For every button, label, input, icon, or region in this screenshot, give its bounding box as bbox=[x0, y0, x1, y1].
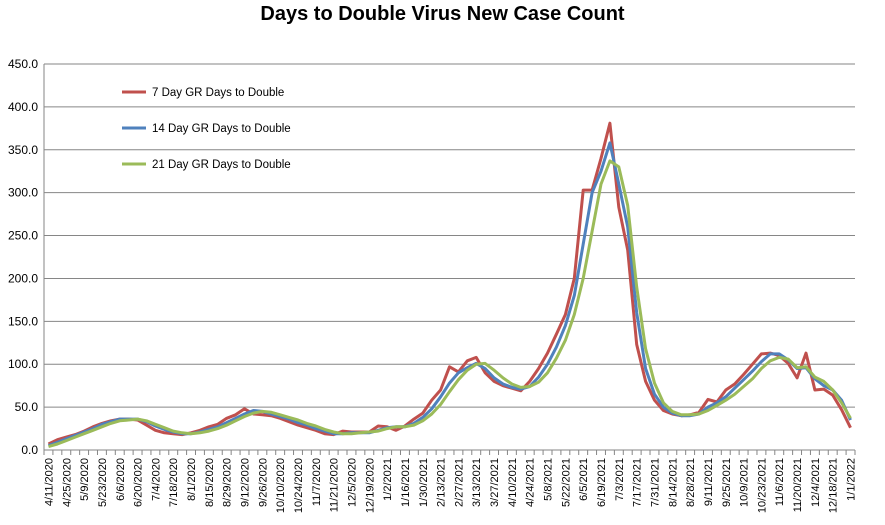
x-tick-label: 1/16/2021 bbox=[400, 458, 412, 507]
x-tick-label: 7/18/2020 bbox=[168, 458, 180, 507]
x-tick-label: 12/19/2020 bbox=[364, 458, 376, 513]
x-tick-label: 9/25/2021 bbox=[721, 458, 733, 507]
x-tick-label: 3/27/2021 bbox=[489, 458, 501, 507]
y-tick-label: 150.0 bbox=[8, 314, 38, 328]
y-tick-label: 250.0 bbox=[8, 229, 38, 243]
x-tick-label: 6/5/2021 bbox=[578, 458, 590, 501]
x-tick-label: 6/6/2020 bbox=[115, 458, 127, 501]
x-tick-label: 6/20/2020 bbox=[133, 458, 145, 507]
x-tick-label: 8/14/2021 bbox=[667, 458, 679, 507]
x-tick-label: 1/1/2022 bbox=[846, 458, 858, 501]
x-tick-label: 10/24/2020 bbox=[293, 458, 305, 513]
x-tick-label: 9/11/2021 bbox=[703, 458, 715, 506]
x-tick-label: 7/17/2021 bbox=[632, 458, 644, 507]
x-tick-label: 10/9/2021 bbox=[739, 458, 751, 507]
x-tick-label: 8/15/2020 bbox=[204, 458, 216, 507]
x-tick-label: 10/23/2021 bbox=[756, 458, 768, 513]
y-tick-label: 0.0 bbox=[21, 443, 38, 457]
x-tick-label: 6/19/2021 bbox=[596, 458, 608, 507]
x-tick-label: 4/25/2020 bbox=[61, 458, 73, 507]
y-tick-label: 300.0 bbox=[8, 186, 38, 200]
x-tick-label: 1/30/2021 bbox=[418, 458, 430, 507]
series-line-2 bbox=[47, 141, 852, 448]
series-line-3 bbox=[48, 159, 852, 449]
x-tick-label: 11/7/2020 bbox=[311, 458, 323, 506]
x-tick-label: 2/13/2021 bbox=[436, 458, 448, 507]
x-tick-label: 2/27/2021 bbox=[453, 458, 465, 507]
x-tick-label: 8/29/2020 bbox=[222, 458, 234, 507]
x-tick-label: 3/13/2021 bbox=[471, 458, 483, 507]
x-tick-label: 5/9/2020 bbox=[79, 458, 91, 501]
y-tick-label: 450.0 bbox=[8, 57, 38, 71]
x-tick-label: 4/11/2020 bbox=[43, 458, 55, 506]
y-tick-label: 400.0 bbox=[8, 100, 38, 114]
x-tick-label: 11/20/2021 bbox=[792, 458, 804, 512]
legend-label: 14 Day GR Days to Double bbox=[152, 123, 291, 135]
x-tick-label: 10/10/2020 bbox=[275, 458, 287, 513]
y-tick-label: 50.0 bbox=[15, 400, 39, 414]
x-tick-label: 8/1/2020 bbox=[186, 458, 198, 501]
x-tick-label: 11/21/2020 bbox=[329, 458, 341, 512]
x-tick-label: 7/4/2020 bbox=[150, 458, 162, 501]
legend-label: 21 Day GR Days to Double bbox=[152, 159, 291, 171]
x-tick-label: 11/6/2021 bbox=[774, 458, 786, 506]
x-tick-label: 5/8/2021 bbox=[543, 458, 555, 501]
x-tick-label: 4/10/2021 bbox=[507, 458, 519, 507]
x-tick-label: 5/22/2021 bbox=[560, 458, 572, 507]
y-tick-label: 200.0 bbox=[8, 271, 38, 285]
x-tick-label: 9/26/2020 bbox=[257, 458, 269, 507]
chart-title: Days to Double Virus New Case Count bbox=[260, 3, 625, 25]
x-tick-label: 4/24/2021 bbox=[525, 458, 537, 507]
x-tick-label: 12/18/2021 bbox=[828, 458, 840, 513]
x-tick-label: 12/4/2021 bbox=[810, 458, 822, 507]
x-tick-label: 9/12/2020 bbox=[240, 458, 252, 507]
y-tick-label: 100.0 bbox=[8, 357, 38, 371]
y-tick-label: 350.0 bbox=[8, 143, 38, 157]
x-tick-label: 7/31/2021 bbox=[649, 458, 661, 507]
x-tick-label: 7/3/2021 bbox=[614, 458, 626, 501]
legend-label: 7 Day GR Days to Double bbox=[152, 87, 284, 99]
x-tick-label: 5/23/2020 bbox=[97, 458, 109, 507]
x-tick-label: 1/2/2021 bbox=[382, 458, 394, 501]
x-tick-label: 12/5/2020 bbox=[346, 458, 358, 507]
x-tick-label: 8/28/2021 bbox=[685, 458, 697, 507]
